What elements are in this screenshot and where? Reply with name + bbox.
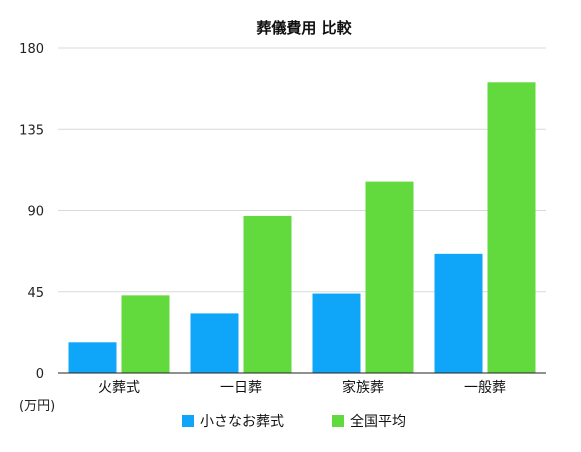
bar-national-average: [243, 215, 292, 373]
legend-label: 全国平均: [350, 413, 406, 430]
y-tick-label: 45: [27, 286, 44, 301]
bar-national-average: [365, 181, 414, 373]
bar-small-funeral: [190, 313, 239, 373]
y-tick-label: 90: [27, 205, 44, 220]
x-category-label: 一日葬: [220, 380, 262, 396]
legend-swatch: [332, 415, 344, 427]
y-tick-label: 180: [19, 42, 44, 57]
x-category-label: 家族葬: [342, 379, 384, 396]
y-axis-unit-label: (万円): [19, 399, 55, 414]
bar-small-funeral: [312, 293, 361, 373]
legend: 小さなお葬式 全国平均: [182, 413, 406, 430]
legend-swatch: [182, 415, 194, 427]
legend-label: 小さなお葬式: [200, 414, 284, 430]
x-category-label: 一般葬: [464, 380, 506, 396]
chart-title: 葬儀費用 比較: [256, 19, 352, 37]
bars: [68, 82, 536, 374]
bar-national-average: [121, 295, 170, 373]
x-category-label: 火葬式: [98, 380, 140, 396]
x-axis-labels: 火葬式 一日葬 家族葬 一般葬: [98, 379, 506, 396]
y-axis-ticks: 0 45 90 135 180: [19, 42, 44, 382]
bar-small-funeral: [68, 342, 117, 373]
bar-national-average: [487, 82, 536, 374]
y-tick-label: 0: [36, 367, 44, 382]
bar-small-funeral: [434, 253, 483, 373]
y-tick-label: 135: [19, 123, 44, 138]
